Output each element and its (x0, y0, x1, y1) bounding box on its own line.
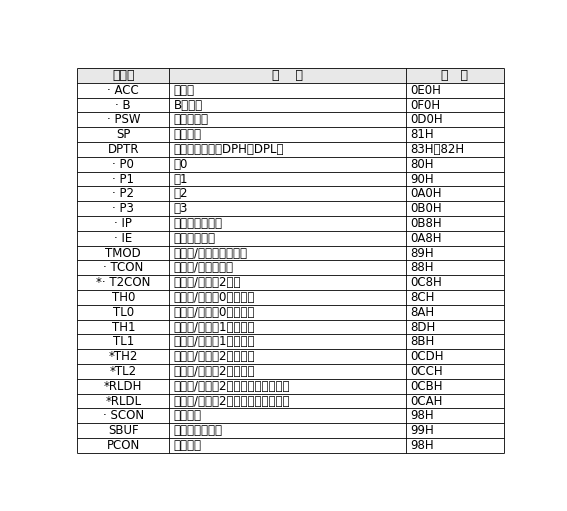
Text: 0A0H: 0A0H (410, 188, 442, 200)
Text: TH0: TH0 (112, 291, 135, 304)
Text: 定时器/计数切1高位字节: 定时器/计数切1高位字节 (174, 320, 255, 334)
Text: 定时器/计数切2自动再装载高位字节: 定时器/计数切2自动再装载高位字节 (174, 380, 290, 393)
Text: 0CAH: 0CAH (410, 394, 442, 407)
Text: · IP: · IP (115, 217, 132, 230)
Text: *· T2CON: *· T2CON (96, 276, 150, 289)
Text: 0A8H: 0A8H (410, 231, 442, 245)
Text: 中断允许控制: 中断允许控制 (174, 231, 215, 245)
Text: 串行控制: 串行控制 (174, 409, 201, 422)
Text: 90H: 90H (410, 173, 434, 185)
Text: TMOD: TMOD (105, 246, 141, 260)
Text: *RLDH: *RLDH (104, 380, 142, 393)
Text: 定时器/计数切0高位字节: 定时器/计数切0高位字节 (174, 291, 255, 304)
Text: · P3: · P3 (112, 202, 134, 215)
Text: · ACC: · ACC (107, 84, 139, 97)
Text: 程序状态字: 程序状态字 (174, 113, 209, 126)
Text: 0CBH: 0CBH (410, 380, 443, 393)
Text: 标识符: 标识符 (112, 69, 134, 82)
Text: 累加器: 累加器 (174, 84, 194, 97)
Text: TL0: TL0 (113, 306, 134, 319)
Text: 0CDH: 0CDH (410, 350, 443, 363)
Text: 串行数据缓冲器: 串行数据缓冲器 (174, 424, 222, 437)
Text: 定时器/计数切1低位字节: 定时器/计数切1低位字节 (174, 335, 255, 349)
Text: 定时器/计数切2高位字节: 定时器/计数切2高位字节 (174, 350, 255, 363)
Text: · IE: · IE (114, 231, 133, 245)
Text: · P2: · P2 (112, 188, 134, 200)
Text: PCON: PCON (107, 439, 140, 452)
Text: 0E0H: 0E0H (410, 84, 441, 97)
Text: SP: SP (116, 128, 130, 141)
Text: TH1: TH1 (112, 320, 135, 334)
Text: 8BH: 8BH (410, 335, 434, 349)
Text: *TH2: *TH2 (109, 350, 138, 363)
Text: B寄存器: B寄存器 (174, 99, 202, 111)
Text: 口2: 口2 (174, 188, 188, 200)
Text: · TCON: · TCON (103, 261, 143, 274)
Text: *TL2: *TL2 (110, 365, 137, 378)
Text: · B: · B (116, 99, 131, 111)
Text: 名    称: 名 称 (272, 69, 303, 82)
Text: 83H、82H: 83H、82H (410, 143, 464, 156)
Text: 定时器/计数切0低位字节: 定时器/计数切0低位字节 (174, 306, 255, 319)
Text: · SCON: · SCON (103, 409, 144, 422)
Text: 定时器/计数切2自动再装载低位字节: 定时器/计数切2自动再装载低位字节 (174, 394, 290, 407)
Text: 定时器/计数器控制: 定时器/计数器控制 (174, 261, 234, 274)
Text: 0F0H: 0F0H (410, 99, 440, 111)
Text: 堆栈指针: 堆栈指针 (174, 128, 201, 141)
Text: 88H: 88H (410, 261, 434, 274)
Text: 99H: 99H (410, 424, 434, 437)
Text: 0D0H: 0D0H (410, 113, 443, 126)
Text: *RLDL: *RLDL (105, 394, 141, 407)
Text: 0C8H: 0C8H (410, 276, 442, 289)
Text: 8AH: 8AH (410, 306, 434, 319)
Text: 89H: 89H (410, 246, 434, 260)
Text: 定时器/计数切2低位字节: 定时器/计数切2低位字节 (174, 365, 255, 378)
Text: 81H: 81H (410, 128, 434, 141)
Text: 地   址: 地 址 (441, 69, 468, 82)
Text: · P0: · P0 (112, 158, 134, 171)
Text: 0B0H: 0B0H (410, 202, 442, 215)
Text: 80H: 80H (410, 158, 434, 171)
Text: · PSW: · PSW (107, 113, 140, 126)
Text: 0CCH: 0CCH (410, 365, 443, 378)
Text: 98H: 98H (410, 439, 434, 452)
Text: 8CH: 8CH (410, 291, 434, 304)
Text: 8DH: 8DH (410, 320, 435, 334)
Text: 98H: 98H (410, 409, 434, 422)
Text: 电源控制: 电源控制 (174, 439, 201, 452)
Text: 定时器/计数切2控制: 定时器/计数切2控制 (174, 276, 241, 289)
Text: SBUF: SBUF (108, 424, 138, 437)
Bar (78, 68, 503, 83)
Text: 定时器/计数器方式控制: 定时器/计数器方式控制 (174, 246, 248, 260)
Text: 0B8H: 0B8H (410, 217, 442, 230)
Text: 中断优先级控制: 中断优先级控制 (174, 217, 222, 230)
Text: TL1: TL1 (113, 335, 134, 349)
Text: DPTR: DPTR (108, 143, 139, 156)
Text: 口1: 口1 (174, 173, 188, 185)
Text: 口3: 口3 (174, 202, 188, 215)
Text: 口0: 口0 (174, 158, 188, 171)
Text: 数据指针（包括DPH、DPL）: 数据指针（包括DPH、DPL） (174, 143, 284, 156)
Text: · P1: · P1 (112, 173, 134, 185)
